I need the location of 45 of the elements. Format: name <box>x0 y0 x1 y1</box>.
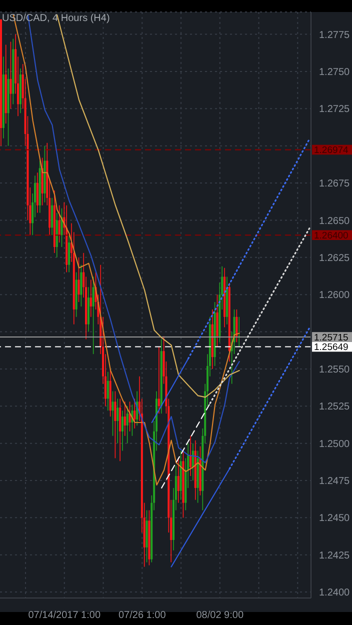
y-tick-label: 1.2500 <box>319 438 350 450</box>
y-tick-label: 1.2775 <box>319 30 350 41</box>
candlestick <box>134 398 136 429</box>
candlestick <box>190 435 192 476</box>
ref-line-label: 1.25649 <box>314 342 348 354</box>
candlestick <box>112 390 114 436</box>
y-tick-label: 1.2550 <box>319 364 350 376</box>
y-tick-label: 1.2750 <box>319 67 350 78</box>
x-tick-label: 07/14/2017 1:00 <box>28 610 101 621</box>
candlestick <box>80 264 82 307</box>
candlestick <box>177 458 180 504</box>
candlestick <box>10 41 12 110</box>
candlestick <box>126 406 128 444</box>
candlestick <box>124 401 126 436</box>
y-tick-label: 1.2425 <box>319 550 350 562</box>
candlestick <box>58 204 60 243</box>
y-tick-label: 1.2525 <box>319 402 350 413</box>
y-tick-label: 1.2475 <box>319 476 350 488</box>
y-tick-label: 1.2625 <box>319 252 350 264</box>
candlestick <box>68 234 70 273</box>
candlestick <box>158 346 160 414</box>
candlestick <box>51 198 54 236</box>
x-tick-label: 07/26 1:00 <box>118 610 166 621</box>
ref-line-label: 1.25715 <box>314 332 348 344</box>
candlestick <box>92 276 94 354</box>
y-tick-label: 1.2450 <box>319 513 350 524</box>
y-tick-label: 1.2675 <box>319 178 350 190</box>
candlestick <box>121 410 124 452</box>
ref-line-label: 1.26400 <box>314 230 348 242</box>
candlestick <box>114 390 116 459</box>
candlestick <box>36 172 38 214</box>
line-series <box>56 14 240 398</box>
y-tick-label: 1.2650 <box>319 216 350 227</box>
ref-line-label: 1.26974 <box>314 145 348 156</box>
candlestick <box>106 372 109 411</box>
x-tick-label: 08/02 9:00 <box>196 610 244 621</box>
y-tick-label: 1.2600 <box>319 290 350 302</box>
candlestick <box>216 294 218 348</box>
y-tick-label: 1.2400 <box>319 588 350 599</box>
candlestick <box>78 257 80 302</box>
candlestick <box>116 398 119 444</box>
candlestick <box>90 279 92 318</box>
y-tick-label: 1.2725 <box>319 104 350 116</box>
candlestick <box>119 398 122 462</box>
candlestick <box>236 309 238 343</box>
